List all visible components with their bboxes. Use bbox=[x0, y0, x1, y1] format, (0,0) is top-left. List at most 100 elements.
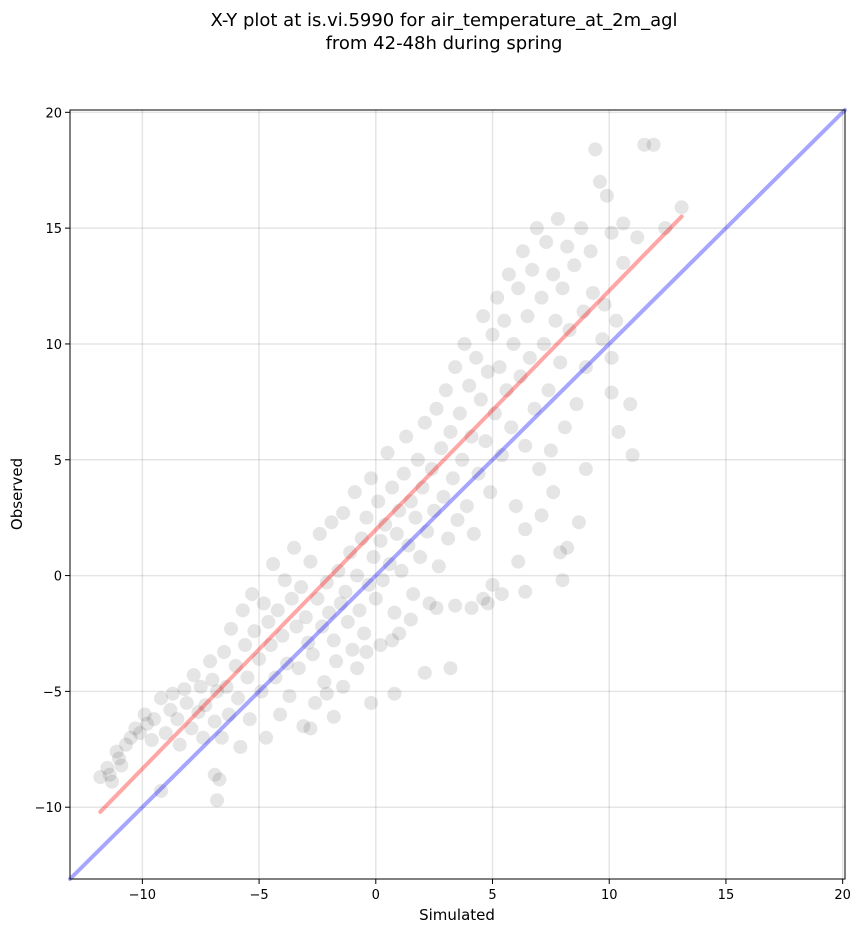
data-point bbox=[380, 445, 395, 460]
data-point bbox=[259, 730, 274, 745]
data-point bbox=[478, 434, 493, 449]
data-point bbox=[198, 698, 213, 713]
data-point bbox=[413, 550, 428, 565]
data-point bbox=[571, 515, 586, 530]
data-point bbox=[434, 441, 449, 456]
data-point bbox=[417, 415, 432, 430]
data-point bbox=[417, 665, 432, 680]
data-point bbox=[555, 573, 570, 588]
data-point bbox=[469, 350, 484, 365]
data-point bbox=[448, 360, 463, 375]
scatter-points bbox=[93, 137, 689, 808]
y-tick-label: 0 bbox=[54, 570, 62, 585]
data-point bbox=[270, 603, 285, 618]
data-point bbox=[562, 323, 577, 338]
grid-lines bbox=[70, 110, 845, 879]
data-point bbox=[464, 429, 479, 444]
data-point bbox=[266, 556, 281, 571]
data-point bbox=[429, 401, 444, 416]
x-tick-label: −10 bbox=[129, 888, 156, 903]
data-point bbox=[480, 364, 495, 379]
data-point bbox=[420, 524, 435, 539]
data-point bbox=[186, 668, 201, 683]
data-point bbox=[144, 733, 159, 748]
data-point bbox=[525, 262, 540, 277]
data-point bbox=[308, 695, 323, 710]
y-tick-label: 5 bbox=[54, 454, 62, 469]
data-point bbox=[224, 621, 239, 636]
data-point bbox=[184, 721, 199, 736]
x-tick-label: 0 bbox=[372, 888, 380, 903]
data-point bbox=[312, 526, 327, 541]
data-point bbox=[158, 726, 173, 741]
data-point bbox=[242, 712, 257, 727]
data-point bbox=[345, 642, 360, 657]
data-point bbox=[373, 638, 388, 653]
data-point bbox=[366, 550, 381, 565]
data-point bbox=[105, 774, 120, 789]
y-axis-ticks: −10 −5 0 5 10 15 20 bbox=[35, 106, 70, 816]
data-point bbox=[154, 691, 169, 706]
data-point bbox=[396, 466, 411, 481]
data-point bbox=[518, 584, 533, 599]
data-point bbox=[448, 598, 463, 613]
data-point bbox=[123, 730, 138, 745]
data-point bbox=[443, 661, 458, 676]
data-point bbox=[303, 554, 318, 569]
data-point bbox=[511, 554, 526, 569]
data-point bbox=[375, 573, 390, 588]
data-point bbox=[616, 216, 631, 231]
data-point bbox=[315, 619, 330, 634]
data-point bbox=[359, 510, 374, 525]
data-point bbox=[301, 635, 316, 650]
reference-lines bbox=[68, 108, 847, 881]
data-point bbox=[371, 494, 386, 509]
data-point bbox=[382, 556, 397, 571]
data-point bbox=[522, 350, 537, 365]
data-point bbox=[247, 624, 262, 639]
data-point bbox=[637, 137, 652, 152]
data-point bbox=[429, 600, 444, 615]
data-point bbox=[350, 661, 365, 676]
data-point bbox=[177, 682, 192, 697]
chart-subtitle: from 42-48h during spring bbox=[326, 33, 563, 54]
data-point bbox=[217, 645, 232, 660]
data-point bbox=[520, 309, 535, 324]
data-point bbox=[588, 142, 603, 157]
data-point bbox=[324, 515, 339, 530]
data-point bbox=[406, 587, 421, 602]
data-point bbox=[550, 211, 565, 226]
data-point bbox=[214, 730, 229, 745]
data-point bbox=[93, 770, 108, 785]
data-point bbox=[102, 767, 117, 782]
data-point bbox=[319, 575, 334, 590]
data-point bbox=[179, 695, 194, 710]
data-point bbox=[252, 651, 267, 666]
data-point bbox=[109, 744, 124, 759]
data-point bbox=[268, 670, 283, 685]
data-point bbox=[373, 533, 388, 548]
data-point bbox=[147, 712, 162, 727]
data-point bbox=[340, 614, 355, 629]
data-point bbox=[604, 350, 619, 365]
data-point bbox=[303, 721, 318, 736]
data-point bbox=[326, 709, 341, 724]
data-point bbox=[422, 596, 437, 611]
x-tick-label: 5 bbox=[488, 888, 496, 903]
data-point bbox=[483, 485, 498, 500]
data-point bbox=[394, 563, 409, 578]
data-point bbox=[289, 619, 304, 634]
data-point bbox=[557, 420, 572, 435]
data-point bbox=[578, 360, 593, 375]
data-point bbox=[462, 378, 477, 393]
data-point bbox=[210, 684, 225, 699]
data-point bbox=[604, 385, 619, 400]
data-point bbox=[560, 540, 575, 555]
data-point bbox=[508, 499, 523, 514]
data-point bbox=[560, 239, 575, 254]
data-point bbox=[399, 429, 414, 444]
data-point bbox=[296, 719, 311, 734]
data-point bbox=[191, 705, 206, 720]
data-point bbox=[443, 424, 458, 439]
data-point bbox=[133, 726, 148, 741]
